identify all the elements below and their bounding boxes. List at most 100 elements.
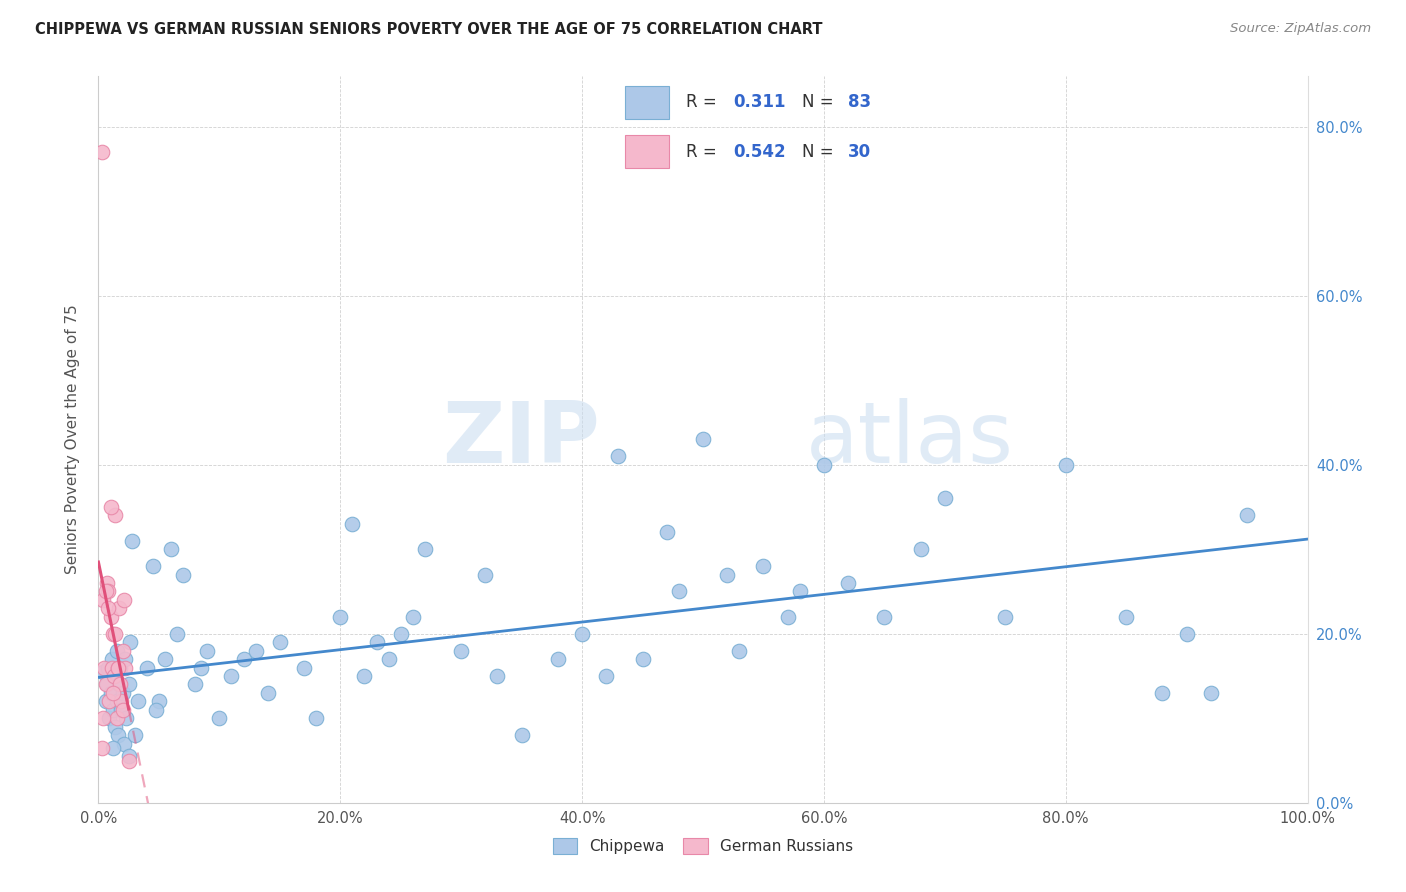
Point [692,432,714,446]
Point [329,610,352,624]
Point [107,660,129,674]
Point [256,686,278,700]
Point [166,626,188,640]
Point [108,601,131,615]
Point [118,754,141,768]
Point [112,737,135,751]
Point [305,711,328,725]
Point [121,533,143,548]
Point [145,703,167,717]
Text: 0.542: 0.542 [733,143,786,161]
Point [110,703,132,717]
Point [101,703,124,717]
Point [221,669,243,683]
FancyBboxPatch shape [626,136,669,168]
Point [101,686,124,700]
Point [100,652,122,666]
Point [142,559,165,574]
Point [342,516,364,531]
Point [91,145,114,159]
Point [91,593,114,607]
Point [1175,626,1198,640]
Point [789,584,811,599]
Point [245,643,267,657]
Point [111,643,134,657]
Point [402,610,425,624]
Point [389,626,412,640]
Point [94,584,117,599]
Point [111,703,134,717]
Point [118,749,141,764]
Text: N =: N = [803,143,839,161]
Text: atlas: atlas [806,398,1014,481]
Point [105,711,128,725]
Point [776,610,799,624]
Point [105,643,128,657]
Point [96,576,118,591]
Point [153,652,176,666]
Point [98,694,121,708]
Point [108,677,131,691]
Point [111,686,134,700]
Point [101,740,124,755]
Point [172,567,194,582]
Point [115,711,138,725]
Point [910,542,932,557]
Text: Source: ZipAtlas.com: Source: ZipAtlas.com [1230,22,1371,36]
Point [1199,686,1222,700]
Point [160,542,183,557]
Point [837,576,859,591]
Point [98,711,121,725]
Point [100,610,122,624]
Y-axis label: Seniors Poverty Over the Age of 75: Seniors Poverty Over the Age of 75 [65,304,80,574]
Point [100,660,122,674]
Point [716,567,738,582]
Point [474,567,496,582]
Point [655,525,678,540]
Point [112,593,135,607]
Text: N =: N = [803,94,839,112]
Point [450,643,472,657]
Point [114,660,136,674]
Point [607,449,630,463]
Point [127,694,149,708]
Point [100,686,122,700]
Point [104,508,127,523]
Point [91,665,114,679]
Point [104,720,127,734]
Point [103,669,125,683]
Point [107,728,129,742]
Point [108,660,131,674]
Point [208,711,231,725]
Point [934,491,956,506]
Point [114,652,136,666]
Point [366,635,388,649]
Point [91,711,114,725]
Point [96,677,118,691]
Point [668,584,690,599]
Point [631,652,654,666]
Point [486,669,509,683]
Point [94,677,117,691]
Point [232,652,254,666]
Point [571,626,593,640]
Point [377,652,399,666]
Point [752,559,775,574]
Point [124,728,146,742]
Legend: Chippewa, German Russians: Chippewa, German Russians [547,831,859,861]
Point [97,584,120,599]
Point [873,610,896,624]
Text: R =: R = [686,143,721,161]
Point [728,643,751,657]
Point [97,660,120,674]
Text: R =: R = [686,94,721,112]
Point [1115,610,1137,624]
Point [994,610,1017,624]
Point [135,660,157,674]
Point [118,635,141,649]
Point [190,660,212,674]
Text: 30: 30 [848,143,870,161]
Point [104,626,127,640]
Point [292,660,315,674]
Point [353,669,375,683]
